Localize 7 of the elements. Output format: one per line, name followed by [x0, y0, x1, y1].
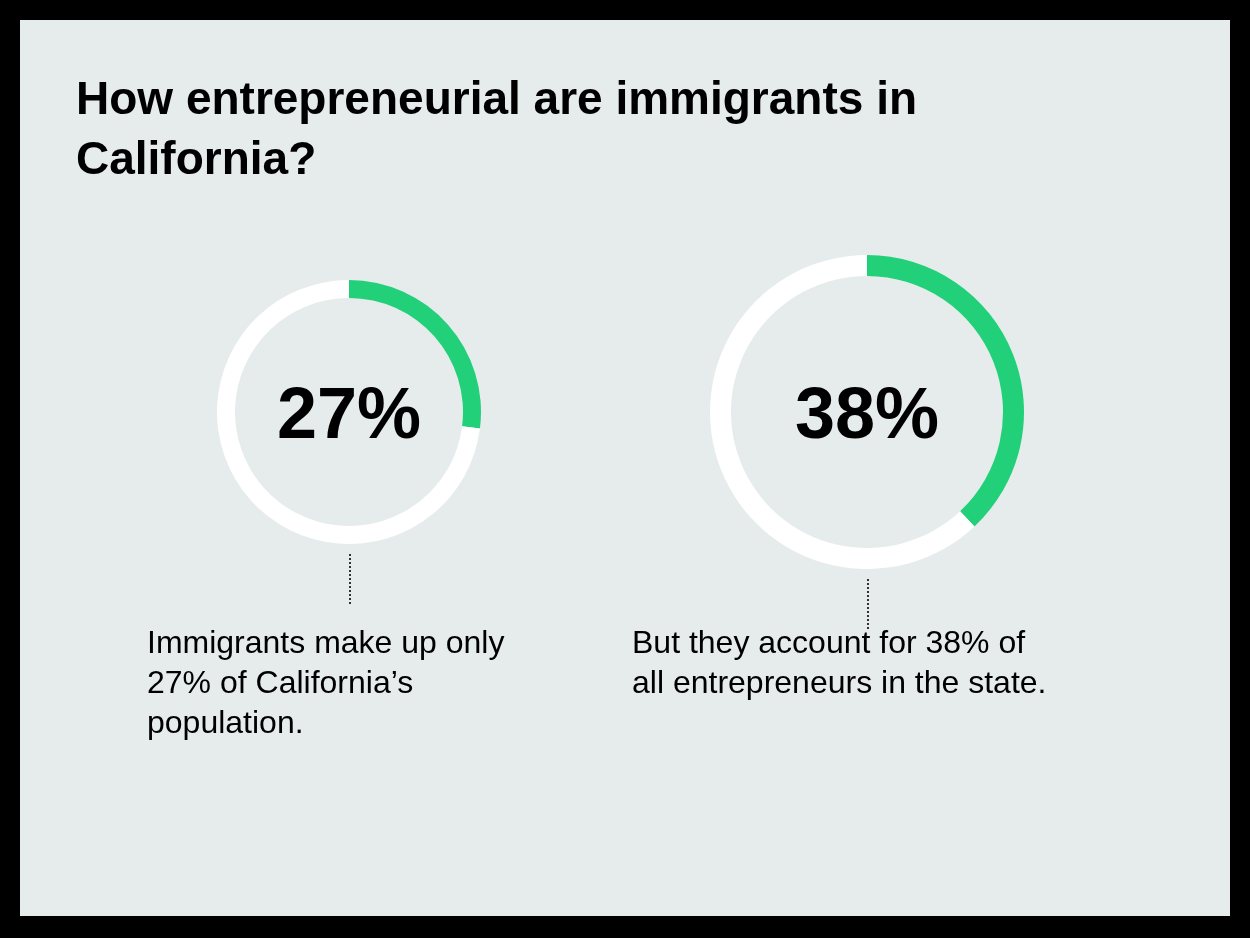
- text: 38%: [794, 373, 940, 453]
- chart-title: How entrepreneurial are immigrants in California?: [76, 71, 918, 186]
- text: 27%: [276, 373, 422, 453]
- text: Immigrants make up only 27% of California’s population.: [147, 623, 506, 742]
- donut-slice: [710, 255, 975, 569]
- text: But they account for 38% of all entrepreneurs in the state.: [632, 623, 1048, 702]
- donut-slice: [217, 280, 480, 544]
